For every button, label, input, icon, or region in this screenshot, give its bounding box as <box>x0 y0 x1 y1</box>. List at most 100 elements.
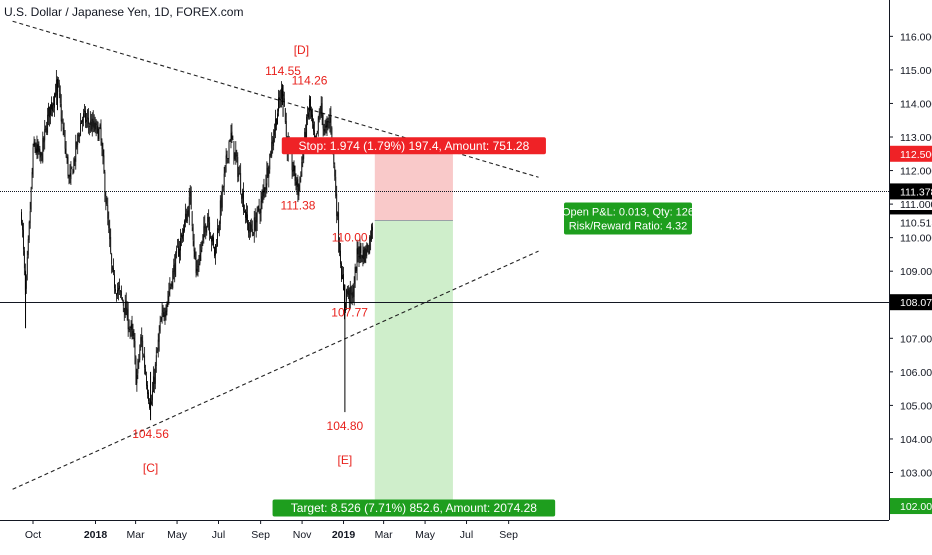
candle-body <box>297 179 299 196</box>
candle-body <box>247 214 248 225</box>
candle-body <box>362 250 364 260</box>
candle-body <box>227 158 229 159</box>
candle-body <box>102 148 104 157</box>
candle-body <box>268 170 270 178</box>
candle-body <box>219 200 221 224</box>
candle-body <box>88 126 90 127</box>
candle-body <box>159 321 161 332</box>
candle-body <box>339 242 341 253</box>
candle-body <box>65 148 67 155</box>
candle-body <box>356 248 358 272</box>
candle-body <box>155 355 157 366</box>
candle-body <box>75 141 77 162</box>
candle-body <box>249 222 251 233</box>
candle-body <box>153 377 155 385</box>
candle-body <box>91 118 93 130</box>
candle-body <box>333 148 335 164</box>
candle-body <box>349 287 351 304</box>
candle-body <box>156 350 158 353</box>
candle-body <box>346 290 348 294</box>
candle-body <box>85 111 86 123</box>
candle-body <box>115 289 116 292</box>
candle-body <box>319 111 321 115</box>
candle-body <box>25 275 27 289</box>
candle-body <box>103 155 105 173</box>
candle-body <box>308 112 309 118</box>
candle-body <box>81 120 82 124</box>
candle-body <box>111 254 113 264</box>
candle-body <box>171 282 173 287</box>
candle-body <box>364 248 366 263</box>
candle-body <box>245 210 246 218</box>
candle-body <box>264 188 266 190</box>
svg-text:112.500: 112.500 <box>900 149 932 161</box>
candle-body <box>131 323 133 330</box>
candle-body <box>208 217 210 223</box>
candle-body <box>206 226 208 233</box>
candle-body <box>233 141 235 159</box>
candle-body <box>372 226 373 231</box>
candle-body <box>281 88 283 96</box>
candle-body <box>209 222 211 235</box>
candle-body <box>106 204 108 206</box>
time-tick-label: Nov <box>293 529 312 541</box>
candle-body <box>141 336 143 342</box>
candle-body <box>335 176 337 197</box>
price-tick-label: 107.000 <box>900 333 932 345</box>
candle-body <box>368 251 370 253</box>
candle-body <box>326 121 328 128</box>
candle-body <box>355 267 357 273</box>
candle-body <box>292 169 294 172</box>
chart-annotation: 111.38 <box>281 198 316 212</box>
candle-body <box>254 217 256 231</box>
chart-annotation: [D] <box>294 43 309 57</box>
svg-text:111.378: 111.378 <box>900 186 932 198</box>
candle-body <box>198 264 200 266</box>
candle-body <box>185 213 187 223</box>
candle-body <box>216 246 217 248</box>
candle-body <box>158 332 160 342</box>
candle-body <box>201 240 203 250</box>
candle-body <box>142 340 144 354</box>
candle-body <box>129 328 131 331</box>
stop-zone <box>374 153 453 221</box>
candle-body <box>327 121 329 123</box>
price-tick-label: 103.000 <box>900 468 932 480</box>
candle-body <box>312 114 313 123</box>
candle-body <box>261 196 263 202</box>
trendline <box>12 250 539 490</box>
candle-body <box>218 222 220 232</box>
svg-text:102.000: 102.000 <box>900 501 932 513</box>
candle-body <box>116 293 117 296</box>
candle-body <box>246 212 247 221</box>
candle-body <box>313 130 315 138</box>
candle-body <box>313 124 314 132</box>
candle-body <box>279 97 280 100</box>
candle-body <box>147 385 148 395</box>
candle-body <box>323 129 325 131</box>
time-tick-label: May <box>415 529 436 541</box>
candle-body <box>298 184 300 197</box>
candle-body <box>215 244 216 256</box>
candle-body <box>41 153 43 161</box>
candle-body <box>126 307 128 317</box>
candle-body <box>353 285 355 297</box>
time-axis <box>0 520 889 550</box>
candle-body <box>338 212 340 243</box>
candle-body <box>73 159 75 173</box>
candle-body <box>365 249 367 257</box>
candle-body <box>130 325 132 329</box>
candle-body <box>157 339 159 351</box>
candle-body <box>99 125 101 128</box>
candle-body <box>320 105 322 114</box>
price-tick-label: 109.000 <box>900 266 932 278</box>
candle-body <box>45 125 47 131</box>
candle-body <box>37 144 39 152</box>
candle-body <box>191 211 193 227</box>
candle-body <box>324 129 326 132</box>
price-badge: 102.000 <box>890 498 932 515</box>
candle-body <box>280 99 281 101</box>
candle-body <box>306 116 308 142</box>
